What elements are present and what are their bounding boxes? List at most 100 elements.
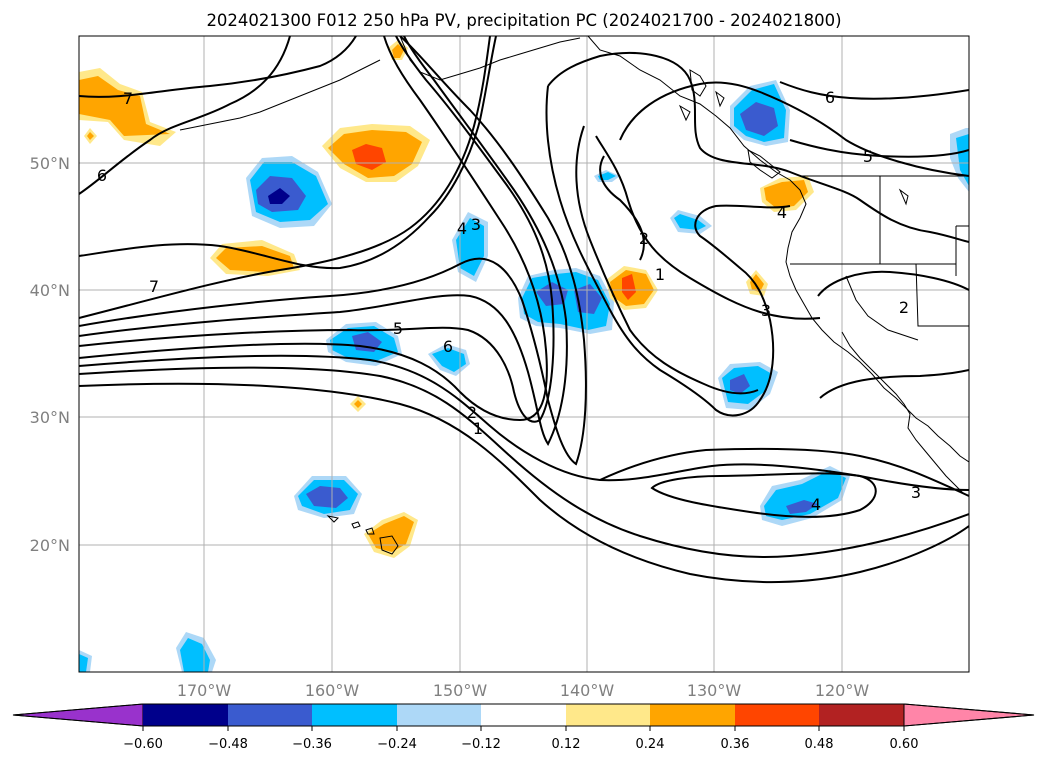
pv-contour-jet [79, 36, 568, 446]
contour-label: 6 [97, 166, 107, 185]
precip-negative-region [740, 102, 778, 136]
coastline-hawaii [326, 515, 340, 523]
pv-contour-3 [595, 135, 821, 320]
colorbar-segment [735, 704, 819, 726]
precip-negative-region [956, 134, 969, 186]
precip-negative-region [79, 654, 88, 672]
pv-contour-jet [79, 36, 555, 423]
precip-negative-region [674, 214, 706, 230]
colorbar: −0.60 −0.48 −0.36 −0.24 −0.12 0.12 0.24 … [12, 703, 1035, 752]
lat-label: 50°N [30, 154, 70, 173]
precip-negative-region [574, 284, 602, 314]
coastline-aleutians [179, 59, 381, 131]
precip-negative-region [432, 348, 466, 372]
pv-contour-6-north [79, 36, 291, 195]
colorbar-segment [650, 704, 735, 726]
contour-label: 4 [457, 219, 467, 238]
contour-label: 2 [639, 229, 649, 248]
pv-contour-6-ne [779, 81, 969, 100]
pv-contour-ridge [545, 85, 791, 417]
contour-label: 7 [123, 89, 133, 108]
pv-contour-1 [79, 366, 969, 559]
contour-label: 1 [473, 419, 483, 438]
contour-label: 1 [655, 265, 665, 284]
coastline-hawaii [351, 521, 399, 555]
pv-contour-7-north [79, 36, 357, 98]
pv-contour-3-se [599, 447, 969, 497]
map-frame [78, 35, 970, 673]
coastlines [179, 36, 969, 555]
pv-contour-jet [79, 36, 491, 319]
contour-label: 7 [149, 277, 159, 296]
pv-contour-2-se [817, 270, 969, 297]
contour-label: 2 [899, 298, 909, 317]
precip-positive-region [79, 76, 170, 136]
coastline-islands [678, 69, 909, 206]
map-panel: 7 6 7 5 6 4 3 2 1 2 1 6 5 4 3 2 3 4 [78, 35, 970, 673]
lon-label: 120°W [815, 681, 870, 700]
contour-label: 6 [825, 88, 835, 107]
precip-positive-region [216, 246, 294, 272]
precip-positive-region [87, 132, 94, 140]
colorbar-segment [397, 704, 481, 726]
lon-label: 150°W [433, 681, 488, 700]
colorbar-tick-label: 0.48 [805, 737, 834, 752]
colorbar-tick-label: −0.48 [208, 737, 248, 752]
lat-label: 20°N [30, 536, 70, 555]
contour-label: 2 [467, 403, 477, 422]
figure-title: 2024021300 F012 250 hPa PV, precipitatio… [206, 11, 841, 30]
contour-label: 6 [443, 337, 453, 356]
colorbar-tick-label: 0.24 [636, 737, 665, 752]
precip-positive-region [354, 400, 362, 408]
precip-negative-region [180, 638, 210, 672]
pv-contour-1-ridge [619, 81, 969, 177]
colorbar-segment [566, 704, 650, 726]
contour-label: 3 [471, 215, 481, 234]
colorbar-tick-label: 0.36 [721, 737, 750, 752]
colorbar-tick-label: −0.12 [461, 737, 501, 752]
contour-label: 5 [393, 319, 403, 338]
colorbar-segment [143, 704, 228, 726]
precip-negative-region [268, 188, 290, 204]
pv-contour-1-outer [79, 382, 969, 584]
map-background [79, 36, 969, 672]
colorbar-tick-label: −0.24 [377, 737, 417, 752]
lon-label: 130°W [687, 681, 742, 700]
colorbar-segment [312, 704, 397, 726]
precip-negative-region [764, 470, 846, 520]
lat-label: 40°N [30, 281, 70, 300]
contour-label: 4 [777, 203, 787, 222]
pv-contour-jet [79, 36, 587, 466]
pv-contour-inner [575, 125, 759, 395]
colorbar-tick-label: −0.60 [123, 737, 163, 752]
colorbar-tick-label: −0.36 [292, 737, 332, 752]
colorbar-segment [228, 704, 312, 726]
pv-contour-loop [599, 155, 645, 261]
lon-label: 170°W [177, 681, 232, 700]
gridlines [79, 36, 969, 672]
contour-labels: 7 6 7 5 6 4 3 2 1 2 1 6 5 4 3 2 3 4 [97, 88, 921, 514]
colorbar-segment [481, 704, 566, 726]
colorbar-segment [819, 704, 904, 726]
precip-positive-region [368, 516, 414, 552]
colorbar-tick-label: 0.12 [552, 737, 581, 752]
precip-negative-region [730, 374, 750, 394]
contour-label: 5 [863, 147, 873, 166]
lon-label: 160°W [305, 681, 360, 700]
pv-contour-3-se [819, 369, 969, 399]
colorbar-tick-label: 0.60 [890, 737, 919, 752]
latitude-labels: 50°N 40°N 30°N 20°N [30, 154, 70, 555]
contour-label: 4 [811, 495, 821, 514]
coastline-baja [841, 331, 965, 495]
colorbar-ticks [142, 726, 905, 731]
pv-contour-5-ne [789, 139, 969, 158]
colorbar-extend-high [903, 703, 1035, 727]
contour-label: 3 [761, 301, 771, 320]
precip-negative-region [306, 486, 348, 508]
pv-contour-4 [650, 472, 877, 518]
border-states [790, 176, 969, 341]
pv-contour-2-east [547, 52, 969, 243]
pv-contour-jet [79, 36, 548, 422]
longitude-labels: 170°W 160°W 150°W 140°W 130°W 120°W [177, 681, 870, 700]
